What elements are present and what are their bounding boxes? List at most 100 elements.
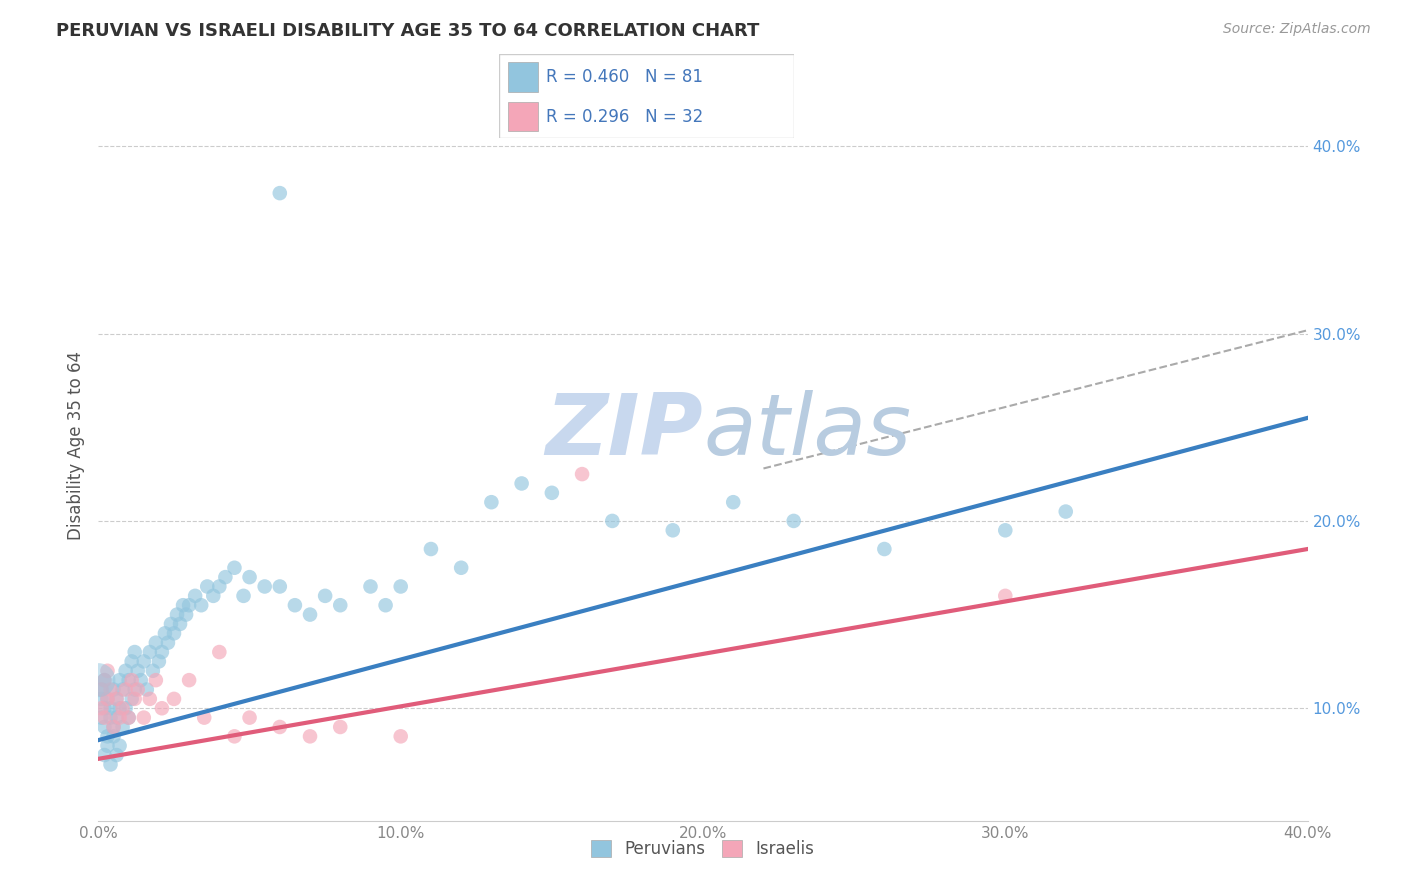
Point <box>96 692 118 706</box>
Point <box>135 682 157 697</box>
Point <box>299 607 322 622</box>
Point <box>114 701 136 715</box>
Point <box>314 589 336 603</box>
Point <box>114 664 136 678</box>
Y-axis label: Disability Age 35 to 64: Disability Age 35 to 64 <box>66 351 84 541</box>
Point <box>90 701 112 715</box>
Point <box>132 655 155 669</box>
Point <box>163 626 186 640</box>
Point <box>208 645 231 659</box>
Point <box>145 635 167 649</box>
Point <box>174 607 197 622</box>
Point <box>118 710 141 724</box>
Point <box>100 757 122 772</box>
Point <box>100 682 122 697</box>
Point <box>121 692 143 706</box>
Point <box>329 720 352 734</box>
Point <box>284 599 307 613</box>
Point <box>100 710 122 724</box>
Point <box>105 710 128 724</box>
Point <box>111 720 134 734</box>
FancyBboxPatch shape <box>499 54 794 138</box>
Point <box>208 580 231 594</box>
Point <box>132 710 155 724</box>
Point <box>253 580 276 594</box>
Point <box>139 645 162 659</box>
Point <box>195 580 218 594</box>
Bar <box>508 102 537 131</box>
Point <box>108 739 131 753</box>
Point <box>510 476 533 491</box>
Point <box>142 664 165 678</box>
Point <box>994 523 1017 537</box>
Point <box>96 739 118 753</box>
Point <box>93 673 115 688</box>
Point <box>96 692 118 706</box>
Text: Source: ZipAtlas.com: Source: ZipAtlas.com <box>1223 22 1371 37</box>
Point <box>160 617 183 632</box>
Point <box>139 692 162 706</box>
Point <box>224 561 246 575</box>
Point <box>193 710 215 724</box>
Point <box>169 617 191 632</box>
Point <box>299 730 322 744</box>
Point <box>389 580 412 594</box>
Point <box>100 701 122 715</box>
Point <box>90 682 112 697</box>
Point <box>96 664 118 678</box>
Point <box>118 673 141 688</box>
Point <box>269 720 291 734</box>
Point <box>481 495 503 509</box>
Point <box>108 673 131 688</box>
Point <box>166 607 188 622</box>
Text: R = 0.460   N = 81: R = 0.460 N = 81 <box>547 68 703 86</box>
Point <box>239 710 262 724</box>
Point <box>994 589 1017 603</box>
Point <box>269 580 291 594</box>
Point <box>103 720 125 734</box>
Point <box>239 570 262 584</box>
Point <box>163 692 186 706</box>
Point <box>602 514 624 528</box>
Point <box>105 692 128 706</box>
Point <box>783 514 806 528</box>
Point <box>93 710 115 724</box>
Point <box>1054 505 1077 519</box>
Point <box>232 589 254 603</box>
Point <box>420 542 443 557</box>
Point <box>103 682 125 697</box>
Point <box>108 710 131 724</box>
Point <box>214 570 236 584</box>
Point <box>150 701 173 715</box>
Point <box>124 692 146 706</box>
Point <box>224 730 246 744</box>
Point <box>129 673 152 688</box>
Point <box>114 682 136 697</box>
Point <box>108 701 131 715</box>
Point <box>118 710 141 724</box>
Text: PERUVIAN VS ISRAELI DISABILITY AGE 35 TO 64 CORRELATION CHART: PERUVIAN VS ISRAELI DISABILITY AGE 35 TO… <box>56 22 759 40</box>
Point <box>96 730 118 744</box>
Point <box>190 599 212 613</box>
Point <box>121 655 143 669</box>
Point <box>360 580 382 594</box>
Point <box>150 645 173 659</box>
Point <box>121 673 143 688</box>
Point <box>105 692 128 706</box>
Point <box>93 701 115 715</box>
Point <box>179 673 201 688</box>
Point <box>127 664 149 678</box>
Point <box>93 720 115 734</box>
Point <box>450 561 472 575</box>
Point <box>179 599 201 613</box>
Point <box>571 467 593 482</box>
Point <box>103 720 125 734</box>
Point <box>127 682 149 697</box>
Legend: Peruvians, Israelis: Peruvians, Israelis <box>585 833 821 864</box>
Point <box>103 730 125 744</box>
Point <box>172 599 194 613</box>
Point <box>90 682 112 697</box>
Point <box>389 730 412 744</box>
Point <box>269 186 291 201</box>
Point <box>124 682 146 697</box>
